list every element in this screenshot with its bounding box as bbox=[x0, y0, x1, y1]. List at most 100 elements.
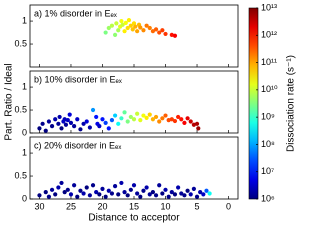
figure: 0.5 1 a) 1% disorder in Eₑₓ 0 0.5 1 b) 10% dis… bbox=[4, 2, 297, 223]
point bbox=[172, 118, 178, 124]
point bbox=[119, 18, 124, 24]
point bbox=[179, 117, 184, 122]
point bbox=[179, 191, 184, 196]
point bbox=[119, 180, 124, 186]
point bbox=[37, 126, 42, 131]
x-tick-label: 5 bbox=[195, 201, 200, 211]
point bbox=[135, 111, 140, 116]
point bbox=[166, 118, 171, 123]
colorbar bbox=[248, 7, 259, 200]
point bbox=[87, 193, 92, 198]
point bbox=[103, 30, 108, 35]
point bbox=[123, 20, 128, 26]
point bbox=[182, 120, 187, 125]
point bbox=[56, 185, 61, 190]
point bbox=[94, 114, 99, 120]
point bbox=[57, 114, 62, 120]
point bbox=[40, 121, 45, 126]
point bbox=[169, 32, 174, 37]
point bbox=[97, 192, 102, 197]
point bbox=[97, 124, 102, 129]
point bbox=[84, 119, 89, 124]
point bbox=[59, 180, 64, 186]
colorbar-tick-label: 10⁹ bbox=[261, 112, 275, 122]
point bbox=[59, 126, 64, 131]
point bbox=[131, 183, 137, 188]
point bbox=[176, 185, 181, 190]
x-tick-label: 25 bbox=[66, 201, 76, 211]
point bbox=[65, 118, 70, 123]
point bbox=[163, 113, 168, 118]
point bbox=[204, 188, 209, 193]
point bbox=[150, 29, 156, 34]
point bbox=[169, 117, 174, 122]
point bbox=[153, 193, 159, 198]
point bbox=[198, 190, 203, 195]
colorbar-tick-label: 10⁷ bbox=[261, 166, 274, 176]
colorbar-tick-label: 10¹¹ bbox=[261, 57, 277, 67]
point bbox=[191, 186, 196, 191]
point bbox=[147, 112, 152, 117]
point bbox=[176, 114, 181, 120]
point bbox=[75, 194, 80, 199]
point bbox=[119, 116, 124, 121]
point bbox=[131, 21, 137, 26]
point bbox=[207, 191, 212, 196]
point bbox=[68, 120, 74, 125]
point bbox=[103, 120, 108, 125]
point bbox=[100, 186, 105, 191]
y-tick-label: 0 bbox=[22, 193, 27, 203]
point bbox=[194, 194, 200, 199]
point bbox=[128, 23, 133, 28]
point bbox=[160, 191, 165, 196]
point bbox=[191, 122, 196, 127]
point bbox=[194, 121, 200, 126]
point bbox=[125, 25, 130, 31]
points bbox=[37, 107, 201, 133]
point bbox=[112, 113, 118, 118]
point bbox=[67, 112, 72, 117]
point bbox=[153, 27, 159, 32]
point bbox=[147, 192, 152, 197]
point bbox=[43, 190, 48, 195]
point bbox=[106, 126, 111, 131]
point bbox=[163, 31, 168, 37]
point bbox=[87, 125, 92, 130]
point bbox=[126, 18, 132, 23]
point bbox=[103, 194, 108, 199]
point bbox=[116, 192, 121, 197]
colorbar-label: Dissociation rate (s⁻¹) bbox=[286, 55, 297, 152]
point bbox=[133, 24, 138, 29]
point bbox=[37, 193, 42, 198]
point bbox=[150, 117, 156, 122]
point bbox=[112, 184, 118, 189]
point bbox=[201, 192, 206, 197]
y-tick-label: 0 bbox=[22, 127, 27, 137]
point bbox=[172, 33, 178, 38]
point bbox=[125, 193, 130, 198]
y-tick-label: 1 bbox=[22, 147, 27, 157]
point bbox=[75, 117, 80, 122]
point bbox=[109, 191, 115, 196]
point bbox=[130, 27, 135, 32]
point bbox=[169, 190, 174, 195]
point bbox=[144, 23, 149, 28]
colorbar-tick-label: 10⁶ bbox=[261, 193, 275, 203]
point bbox=[141, 188, 146, 193]
point bbox=[109, 23, 115, 28]
x-tick-label: 20 bbox=[97, 201, 107, 211]
point bbox=[120, 22, 125, 27]
points bbox=[37, 180, 212, 199]
point bbox=[166, 194, 171, 199]
point bbox=[182, 193, 187, 198]
point bbox=[49, 187, 55, 192]
point bbox=[68, 192, 74, 197]
point bbox=[135, 191, 140, 196]
colorbar-tick-label: 10¹⁰ bbox=[261, 84, 278, 94]
point bbox=[53, 192, 58, 197]
colorbar-tick-label: 10¹² bbox=[261, 30, 277, 40]
point bbox=[122, 190, 127, 195]
point bbox=[153, 114, 159, 120]
point bbox=[157, 119, 162, 124]
point bbox=[147, 25, 152, 31]
